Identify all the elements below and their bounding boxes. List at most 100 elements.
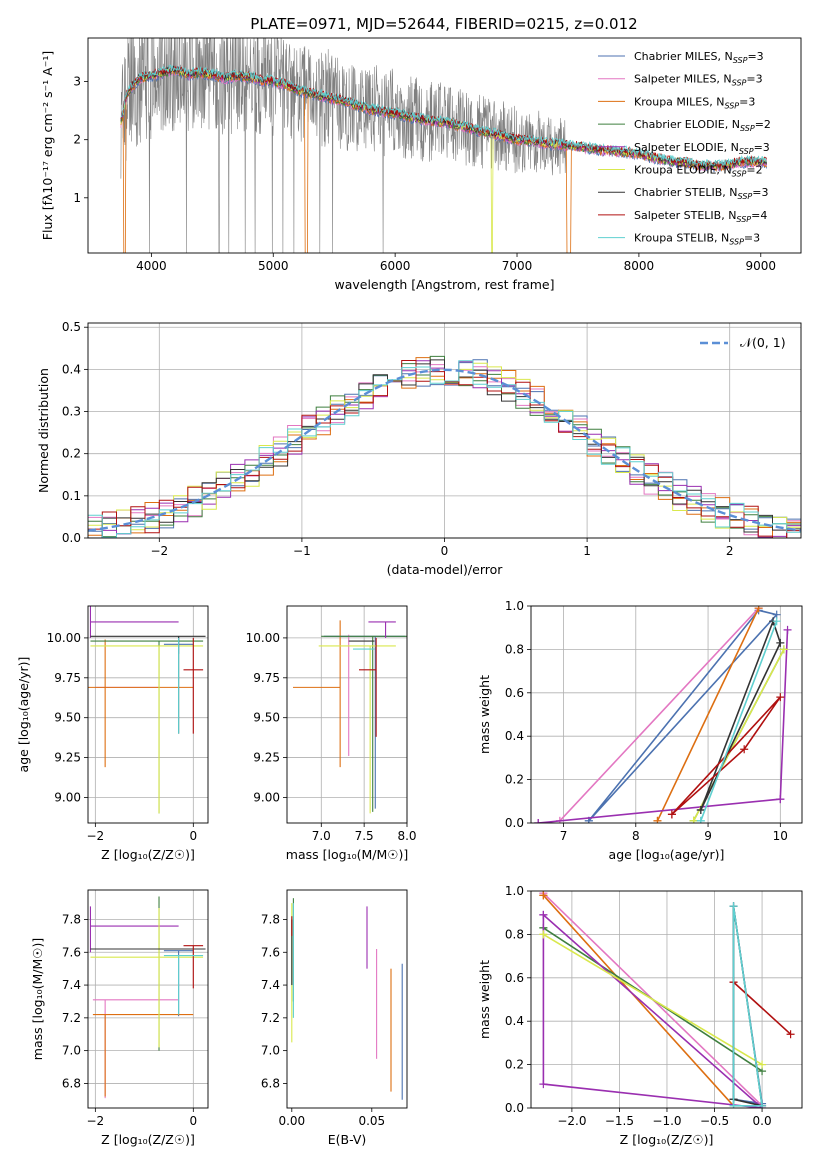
model-line (120, 64, 767, 168)
y-tick-label: 0.0 (505, 1101, 524, 1115)
weight-marker (729, 902, 738, 911)
y-tick-label: 0.4 (505, 1014, 524, 1028)
axes-frame (87, 605, 209, 824)
x-tick-label: 0.05 (358, 1114, 385, 1128)
weight-marker (539, 891, 548, 900)
weight-marker (729, 1101, 738, 1108)
y-tick-label: 0.3 (62, 405, 81, 419)
weight-marker (534, 819, 543, 823)
x-tick-label: 8000 (624, 259, 655, 273)
y-axis-label: mass weight (477, 960, 492, 1039)
y-tick-label: 7.6 (261, 945, 280, 959)
x-tick-label: 10 (773, 829, 788, 843)
ticks: 4000 5000 6000 7000 8000 9000 1 2 3 (73, 75, 776, 273)
weight-marker (539, 1080, 548, 1089)
grid-lines (531, 605, 802, 824)
axes-residuals: −2 −1 0 1 2 0.0 0.1 0.2 0.3 0.4 0.5 (data-model)/er… (36, 320, 802, 577)
grid-lines (88, 606, 208, 823)
plot-area (120, 38, 767, 253)
x-tick-label: 5000 (258, 259, 289, 273)
plot-area (88, 355, 801, 538)
figure-title: PLATE=0971, MJD=52644, FIBERID=0215, z=0… (250, 15, 637, 33)
x-tick-label: 8.0 (397, 829, 416, 843)
gaussian-curve (88, 368, 801, 532)
y-tick-label: 7.8 (62, 913, 81, 927)
x-tick-label: −0.5 (700, 1114, 729, 1128)
x-tick-label: 7.0 (312, 829, 331, 843)
x-tick-label: 0 (189, 1114, 197, 1128)
x-axis-label: age [log₁₀(age/yr)] (609, 847, 725, 862)
legend-label: Salpeter STELIB, NSSP=4 (634, 209, 767, 224)
weight-marker (689, 816, 698, 823)
axes-age-vs-mass: 7.0 7.5 8.0 9.00 9.25 9.50 9.75 10.00 mass [log₁… (246, 605, 417, 862)
weight-marker (786, 1030, 795, 1039)
x-tick-label: 1 (583, 544, 591, 558)
y-tick-label: 7.4 (261, 978, 280, 992)
weight-line (700, 618, 782, 811)
weight-line (588, 609, 779, 822)
x-tick-label: 6000 (380, 259, 411, 273)
y-tick-label: 9.00 (54, 790, 81, 804)
y-tick-label: 9.75 (253, 671, 280, 685)
y-tick-label: 6.8 (62, 1076, 81, 1090)
legend-label: Salpeter ELODIE, NSSP=3 (634, 141, 770, 156)
legend-label: Salpeter MILES, NSSP=3 (634, 73, 763, 88)
y-tick-label: 0.2 (505, 1058, 524, 1072)
residual-histogram (88, 360, 801, 538)
weight-marker (776, 693, 785, 702)
axes-massweight-vs-age: 7 8 9 10 0.0 0.2 0.4 0.6 0.8 1.0 age [log₁₀(age/yr… (477, 599, 803, 862)
weight-marker (667, 810, 676, 819)
y-tick-label: 9.50 (253, 711, 280, 725)
axes-frame (530, 890, 803, 1109)
plot-area (534, 606, 792, 823)
x-tick-label: 7 (560, 829, 568, 843)
axes-frame (87, 322, 802, 539)
x-tick-label: 7000 (502, 259, 533, 273)
y-tick-label: 0.8 (505, 927, 524, 941)
y-tick-label: 10.00 (47, 631, 81, 645)
ticks: −2.0 −1.5 −1.0 −0.5 0.0 0.0 0.2 0.4 0.6 0.8 1.0 (505, 884, 772, 1128)
x-tick-label: 9 (704, 829, 712, 843)
residual-legend: 𝒩(0, 1) (700, 335, 786, 350)
y-tick-label: 10.00 (246, 631, 280, 645)
weight-marker (696, 816, 705, 823)
weight-marker (539, 930, 548, 939)
x-tick-label: −2 (86, 829, 104, 843)
weight-marker (754, 606, 763, 613)
y-tick-label: 7.0 (261, 1044, 280, 1058)
plot-area (293, 620, 407, 814)
y-axis-label: mass [log₁₀(M/M☉)] (30, 938, 45, 1060)
grid-lines (531, 890, 802, 1109)
legend-label: Kroupa STELIB, NSSP=3 (634, 232, 760, 247)
plot-area (89, 896, 206, 1099)
model-line (120, 65, 767, 168)
y-tick-label: 0.4 (62, 362, 81, 376)
axes-mass-vs-Z: −2 0 6.8 7.0 7.2 7.4 7.6 7.8 Z [log₁₀(Z/Z☉)] mass… (30, 889, 209, 1147)
x-axis-label: Z [log₁₀(Z/Z☉)] (101, 847, 195, 862)
weight-line (559, 607, 760, 822)
y-tick-label: 9.25 (54, 751, 81, 765)
weight-line (542, 914, 764, 1108)
spectrum-legend: Chabrier MILES, NSSP=3 Salpeter MILES, NS… (598, 50, 771, 247)
y-tick-label: 9.75 (54, 671, 81, 685)
x-tick-label: 0.0 (753, 1114, 772, 1128)
y-tick-label: 9.00 (253, 790, 280, 804)
weight-marker (696, 805, 705, 814)
x-tick-label: 7.5 (355, 829, 374, 843)
x-tick-label: 0.00 (278, 1114, 305, 1128)
legend-label: Kroupa ELODIE, NSSP=2 (634, 164, 763, 179)
weight-marker (772, 617, 781, 626)
axes-frame (286, 889, 408, 1109)
y-tick-label: 6.8 (261, 1076, 280, 1090)
plot-area (88, 606, 206, 814)
ticks: 7 8 9 10 0.0 0.2 0.4 0.6 0.8 1.0 (505, 599, 788, 843)
y-tick-label: 0.1 (62, 489, 81, 503)
x-tick-label: −2 (86, 1114, 104, 1128)
x-axis-label: mass [log₁₀(M/M☉)] (286, 847, 408, 862)
y-tick-label: 0.0 (505, 816, 524, 830)
grid-lines (88, 323, 801, 539)
x-tick-label: −1.5 (605, 1114, 634, 1128)
axes-massweight-vs-Z: −2.0 −1.5 −1.0 −0.5 0.0 0.0 0.2 0.4 0.6 0.8 1.0 Z [… (477, 884, 803, 1147)
y-axis-label: age [log₁₀(age/yr)] (16, 657, 31, 773)
